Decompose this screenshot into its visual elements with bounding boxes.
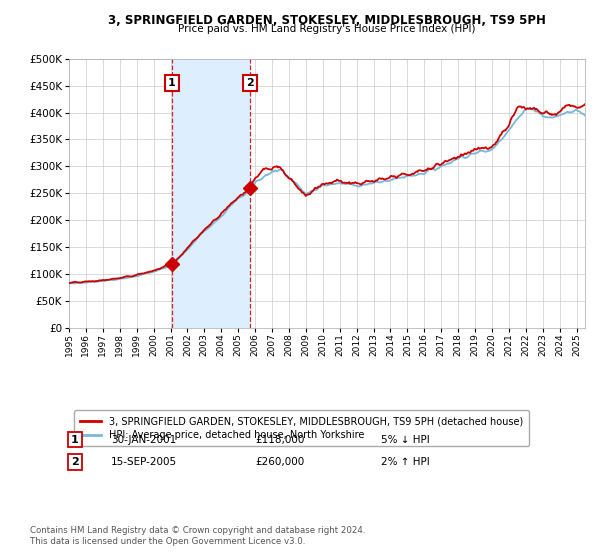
Text: £118,000: £118,000 — [255, 435, 304, 445]
Text: 1: 1 — [71, 435, 79, 445]
Legend: 3, SPRINGFIELD GARDEN, STOKESLEY, MIDDLESBROUGH, TS9 5PH (detached house), HPI: : 3, SPRINGFIELD GARDEN, STOKESLEY, MIDDLE… — [74, 410, 529, 446]
Text: 15-SEP-2005: 15-SEP-2005 — [111, 457, 177, 467]
Bar — [172, 59, 250, 328]
Text: 1: 1 — [168, 78, 176, 88]
Text: 2: 2 — [71, 457, 79, 467]
Text: 5% ↓ HPI: 5% ↓ HPI — [381, 435, 430, 445]
Text: £260,000: £260,000 — [255, 457, 304, 467]
Text: Price paid vs. HM Land Registry's House Price Index (HPI): Price paid vs. HM Land Registry's House … — [178, 24, 476, 34]
Text: Contains HM Land Registry data © Crown copyright and database right 2024.
This d: Contains HM Land Registry data © Crown c… — [30, 526, 365, 546]
Text: 2% ↑ HPI: 2% ↑ HPI — [381, 457, 430, 467]
Text: 30-JAN-2001: 30-JAN-2001 — [111, 435, 176, 445]
Text: 2: 2 — [247, 78, 254, 88]
Text: 3, SPRINGFIELD GARDEN, STOKESLEY, MIDDLESBROUGH, TS9 5PH: 3, SPRINGFIELD GARDEN, STOKESLEY, MIDDLE… — [108, 14, 546, 27]
